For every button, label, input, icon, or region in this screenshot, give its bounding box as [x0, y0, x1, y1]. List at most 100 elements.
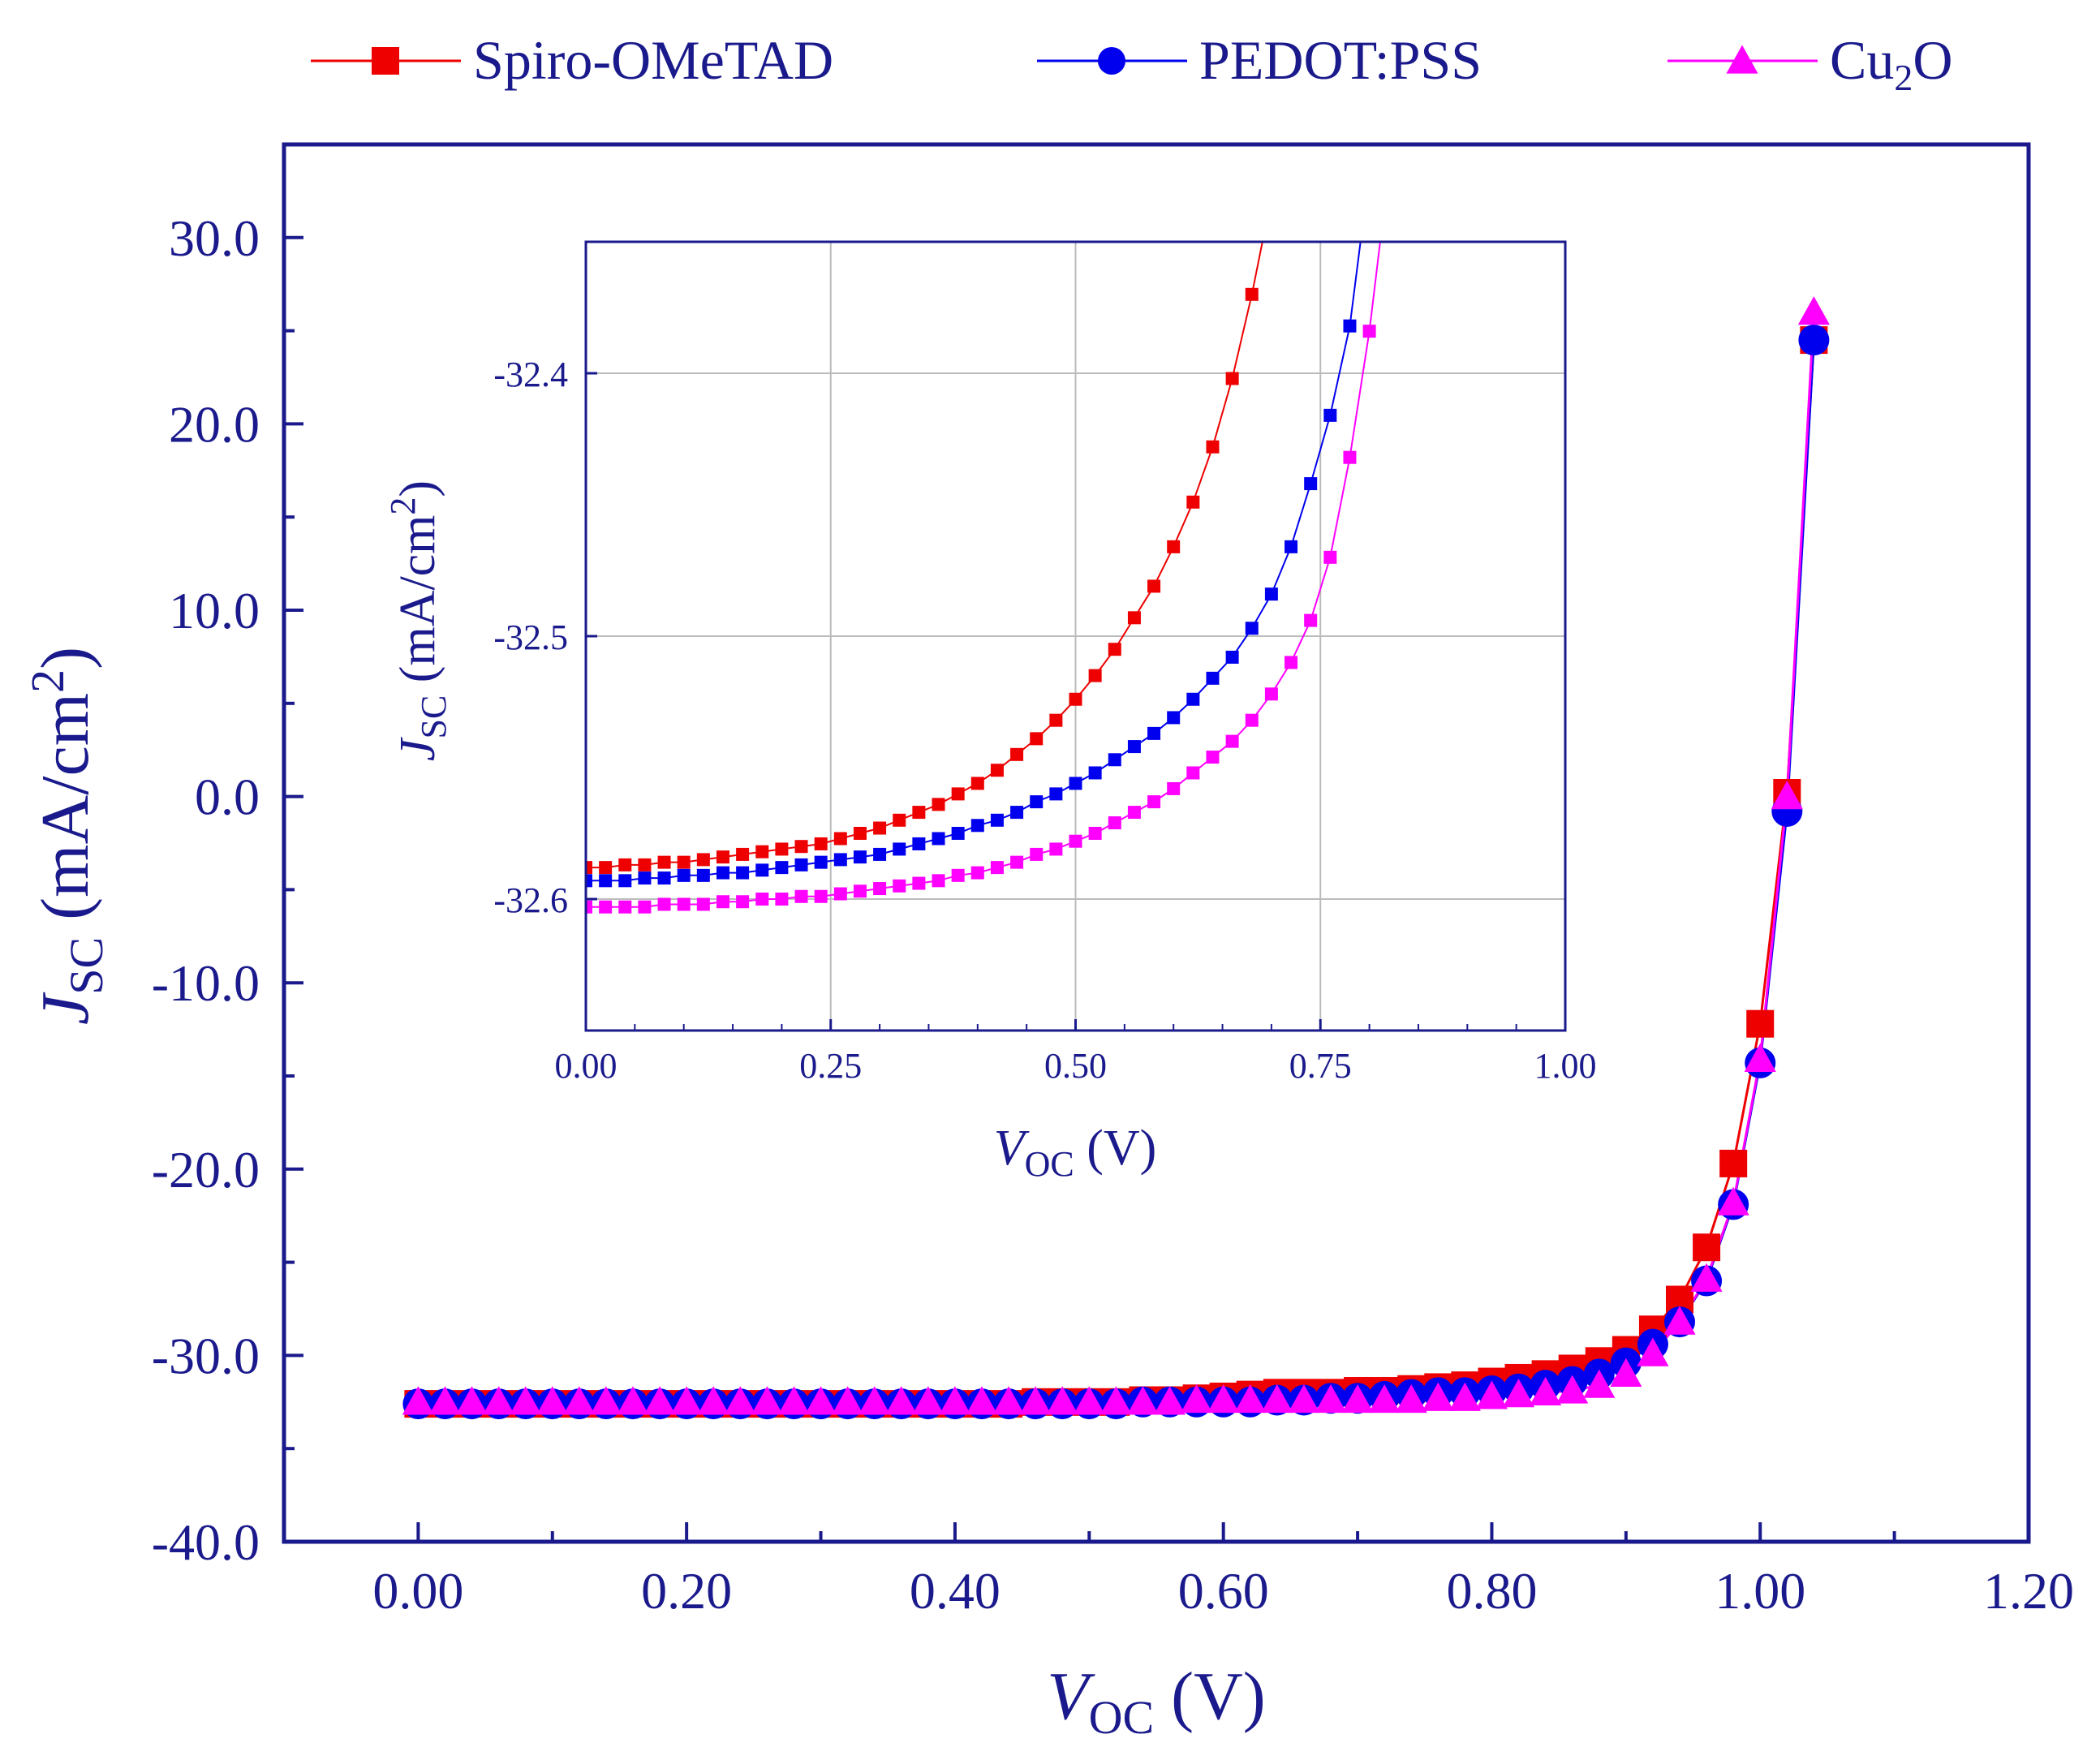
inset-data-point — [755, 863, 769, 877]
inset-ticks: 0.00 0.25 0.50 0.75 1.00 -32.6 -32.5 -32.4 — [493, 355, 1596, 1086]
x-tick-label: 1.00 — [1715, 1562, 1805, 1620]
inset-y-axis-label: JSC (mA/cm2) — [383, 480, 454, 761]
data-point-triangle — [1422, 1382, 1454, 1411]
inset-grid — [586, 242, 1565, 1031]
inset-data-point — [1108, 816, 1121, 830]
data-point-triangle — [402, 1386, 434, 1415]
data-point-triangle — [1234, 1383, 1267, 1414]
inset-x-axis-label-sub: OC — [1025, 1144, 1074, 1184]
inset-x-tick-label: 0.50 — [1044, 1046, 1107, 1086]
data-point-triangle — [1207, 1383, 1240, 1414]
data-point-circle — [1798, 325, 1830, 356]
data-point-triangle — [1261, 1383, 1293, 1414]
inset-y-axis-label-close: ) — [390, 480, 445, 497]
inset-data-point — [1010, 806, 1024, 820]
inset-data-point — [893, 842, 906, 856]
legend-label: PEDOT:PSS — [1199, 29, 1482, 91]
inset-data-point — [586, 861, 592, 875]
inset-data-point — [1147, 579, 1161, 593]
inset-plot: 0.00 0.25 0.50 0.75 1.00 -32.6 -32.5 -32.4 VOC … — [383, 240, 1597, 1184]
inset-data-point — [657, 855, 671, 869]
inset-data-point — [1304, 477, 1318, 491]
data-point-triangle — [1019, 1386, 1052, 1415]
x-tick-label: 0.80 — [1446, 1562, 1537, 1620]
inset-data-point — [932, 798, 945, 811]
inset-data-point — [932, 832, 945, 846]
data-point-triangle — [563, 1386, 596, 1415]
y-axis-label-close: ) — [28, 647, 103, 669]
data-point-triangle — [992, 1386, 1025, 1415]
x-tick-label: 0.40 — [910, 1562, 1001, 1620]
data-point-square — [1719, 1149, 1748, 1177]
y-axis-label: JSC (mA/cm2) — [21, 647, 113, 1025]
inset-data-point — [618, 858, 632, 871]
y-tick-label: -40.0 — [152, 1513, 260, 1571]
legend-marker-square — [372, 47, 399, 75]
inset-data-point — [696, 897, 710, 911]
inset-data-point — [586, 900, 592, 914]
data-point-triangle — [536, 1386, 569, 1415]
data-point-triangle — [590, 1386, 622, 1415]
y-tick-label: 0.0 — [195, 768, 260, 826]
inset-data-point — [677, 855, 691, 869]
inset-data-point — [1049, 713, 1063, 727]
inset-data-point — [638, 900, 652, 914]
inset-data-point — [912, 876, 926, 890]
data-point-square — [1693, 1233, 1721, 1262]
inset-data-point — [1304, 613, 1318, 627]
inset-data-point — [1069, 777, 1082, 790]
inset-data-point — [599, 874, 613, 888]
inset-data-point — [1108, 643, 1121, 656]
y-axis-label-sup: 2 — [21, 669, 74, 693]
inset-data-point — [1010, 747, 1024, 761]
x-axis-label-unit: (V) — [1154, 1659, 1266, 1734]
data-point-triangle — [483, 1386, 515, 1415]
y-tick-label: 10.0 — [169, 582, 260, 639]
data-point-triangle — [859, 1386, 891, 1415]
y-axis-label-sub: SC — [60, 937, 113, 995]
legend-marker-circle — [1098, 47, 1125, 75]
inset-data-point — [1245, 287, 1259, 301]
data-point-triangle — [1099, 1386, 1132, 1415]
data-point-triangle — [966, 1386, 998, 1415]
inset-data-point — [599, 900, 613, 914]
x-tick-label: 0.60 — [1178, 1562, 1269, 1620]
inset-data-point — [833, 887, 847, 901]
inset-data-point — [1167, 540, 1181, 553]
data-point-triangle — [617, 1386, 649, 1415]
data-point-square — [1746, 1009, 1775, 1038]
x-axis-label-var: V — [1047, 1659, 1095, 1734]
inset-data-point — [990, 861, 1004, 875]
inset-data-point — [1245, 622, 1259, 635]
inset-x-tick-label: 0.25 — [799, 1046, 862, 1086]
inset-data-point — [794, 840, 808, 854]
legend-label-text: Spiro-OMeTAD — [473, 29, 833, 91]
inset-y-tick-label: -32.5 — [493, 618, 568, 657]
data-point-triangle — [777, 1386, 811, 1415]
data-point-triangle — [1341, 1383, 1374, 1414]
data-point-triangle — [1583, 1369, 1616, 1398]
legend-label-text: PEDOT:PSS — [1199, 29, 1482, 91]
inset-data-point — [1147, 726, 1161, 740]
inset-data-point — [716, 866, 729, 880]
legend: Spiro-OMeTAD PEDOT:PSS Cu2O — [311, 29, 1952, 98]
inset-data-point — [716, 850, 729, 864]
legend-label-suffix: O — [1913, 29, 1952, 91]
inset-data-point — [755, 845, 769, 858]
inset-data-point — [618, 900, 632, 914]
inset-data-point — [1127, 611, 1141, 625]
inset-data-point — [677, 868, 691, 882]
inset-x-axis-label-var: V — [994, 1121, 1030, 1176]
inset-data-point — [951, 868, 965, 882]
inset-data-point — [1167, 781, 1181, 795]
data-point-triangle — [1153, 1386, 1186, 1415]
data-point-triangle — [670, 1386, 703, 1415]
inset-data-point — [1127, 806, 1141, 820]
data-point-triangle — [428, 1386, 462, 1415]
data-point-triangle — [1637, 1337, 1669, 1366]
inset-y-axis-label-var: J — [390, 737, 445, 761]
inset-data-point — [932, 874, 945, 888]
legend-item: Spiro-OMeTAD — [311, 29, 833, 91]
y-tick-label: 30.0 — [169, 209, 260, 267]
data-point-triangle — [697, 1386, 729, 1415]
